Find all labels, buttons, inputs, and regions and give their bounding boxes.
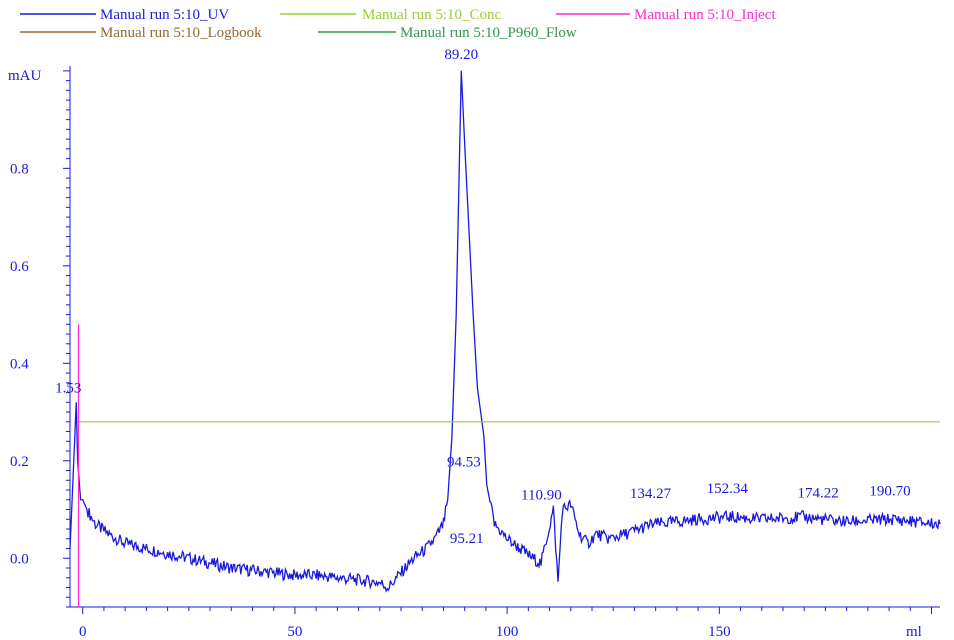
x-tick-label: 50: [287, 624, 302, 640]
y-tick-label: 0.2: [10, 454, 29, 470]
series-layer: [69, 70, 941, 607]
peak-label: 152.34: [707, 481, 749, 497]
peak-label: 1.53: [55, 380, 81, 396]
y-tick-label: 0.0: [10, 551, 29, 567]
y-tick-label: 0.8: [10, 161, 29, 177]
peak-label: 95.21: [450, 531, 484, 547]
legend-label: Manual run 5:10_P960_Flow: [400, 25, 577, 41]
legend-label: Manual run 5:10_Conc: [362, 7, 501, 23]
legend-label: Manual run 5:10_UV: [100, 7, 229, 23]
x-axis-label: ml: [906, 624, 922, 640]
y-tick-label: 0.6: [10, 259, 29, 275]
legend-label: Manual run 5:10_Logbook: [100, 25, 262, 41]
peak-label: 174.22: [797, 485, 838, 501]
axes: 0.0 0.2 0.4 0.6 0.8 mAU 0 50 100 150 ml: [8, 66, 940, 640]
x-tick-label: 100: [496, 624, 519, 640]
peak-labels: 1.53 89.20 94.53 95.21 110.90 134.27 152.34 174…: [55, 47, 911, 547]
peak-label: 94.53: [447, 454, 481, 470]
peak-label: 89.20: [444, 47, 478, 63]
peak-label: 190.70: [869, 483, 910, 499]
legend: Manual run 5:10_UV Manual run 5:10_Conc Ma…: [20, 7, 776, 41]
peak-label: 134.27: [630, 486, 672, 502]
x-tick-label: 0: [79, 624, 87, 640]
series-line: [69, 70, 941, 593]
y-axis-label: mAU: [8, 68, 42, 84]
peak-label: 110.90: [521, 488, 562, 504]
y-tick-label: 0.4: [10, 356, 29, 372]
legend-label: Manual run 5:10_Inject: [634, 7, 776, 23]
x-tick-label: 150: [708, 624, 731, 640]
